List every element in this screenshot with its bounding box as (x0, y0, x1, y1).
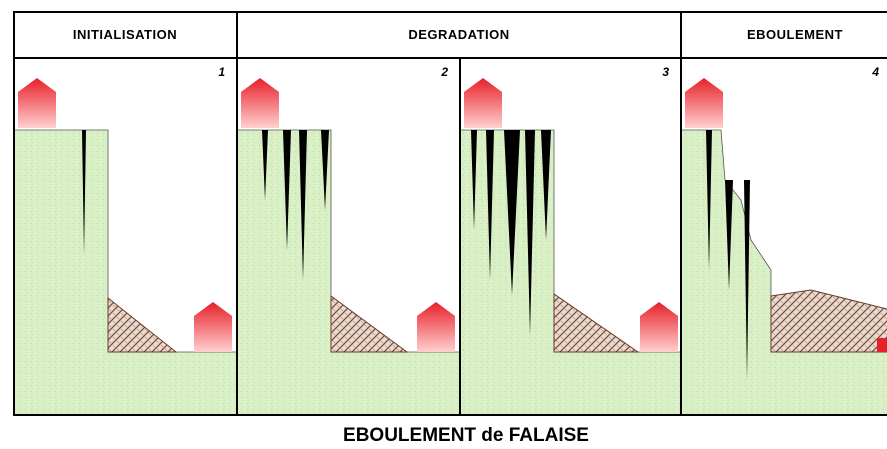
house (685, 78, 723, 128)
header: DEGRADATION (408, 27, 509, 42)
panel-number: 2 (440, 65, 448, 79)
panels: 1 2 3 4 (14, 65, 887, 415)
house (18, 78, 56, 128)
house (417, 302, 455, 352)
cliff (237, 130, 460, 415)
rubble (771, 290, 887, 352)
page: 1 2 3 4 INITIALISATION DEGRADATION EBOULEME… (0, 0, 887, 449)
cliff (460, 130, 681, 415)
caption: EBOULEMENT de FALAISE (343, 425, 589, 446)
collapsed-cliff (681, 130, 887, 415)
house (464, 78, 502, 128)
diagram: 1 2 3 4 INITIALISATION DEGRADATION EBOULEME… (0, 0, 887, 449)
house (194, 302, 232, 352)
house (640, 302, 678, 352)
ruined-house (877, 338, 887, 352)
scree (554, 294, 638, 352)
header: INITIALISATION (73, 27, 177, 42)
panel-number: 1 (218, 65, 225, 79)
cliff (14, 130, 237, 415)
panel-number: 3 (662, 65, 669, 79)
scree (331, 296, 407, 352)
scree (108, 298, 176, 352)
house (241, 78, 279, 128)
header: EBOULEMENT (747, 27, 843, 42)
panel-number: 4 (871, 65, 879, 79)
